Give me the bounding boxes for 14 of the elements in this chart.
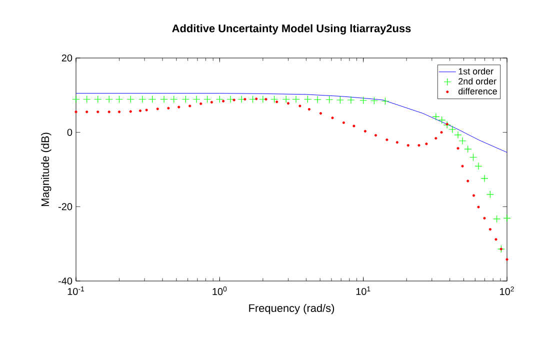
x-tick-label: 10$^{0}$ (212, 286, 227, 296)
legend-label: difference (458, 88, 497, 94)
legend-label: 1st order (458, 68, 494, 74)
chart-title: Additive Uncertainty Model Using ltiarray2uss (172, 24, 411, 35)
y-axis-title: Magnitude (dB) (41, 132, 52, 206)
x-tick-label: 10$^{-1}$ (68, 286, 84, 296)
y-tick-label: 0 (67, 128, 72, 136)
y-tick-label: -40 (58, 277, 72, 285)
x-tick-label: 10$^{2}$ (500, 286, 514, 296)
x-axis-title: Frequency (rad/s) (249, 304, 334, 314)
legend-label: 2nd order (458, 78, 496, 84)
y-tick-label: 20 (62, 54, 72, 62)
y-tick-label: -20 (58, 203, 72, 210)
x-tick-label: 10$^{1}$ (356, 286, 370, 296)
